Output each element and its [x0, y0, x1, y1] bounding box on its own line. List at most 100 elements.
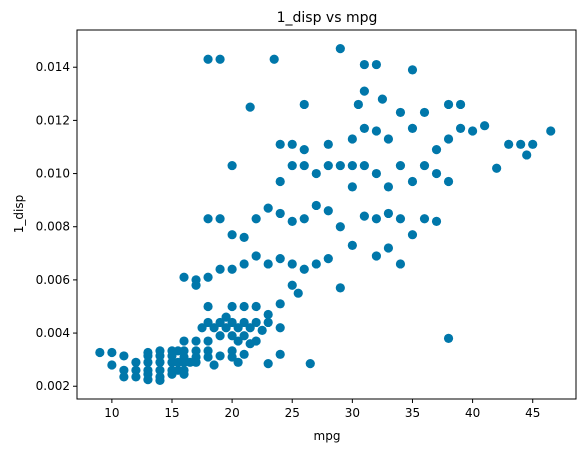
data-point: [407, 123, 418, 133]
x-tick-label: 45: [525, 406, 540, 420]
x-tick-label: 20: [224, 406, 239, 420]
data-point: [215, 331, 225, 341]
data-point: [335, 44, 345, 54]
y-axis: 0.002 0.004 0.006 0.008 0.010 0.012 0.014: [36, 60, 77, 393]
data-point: [251, 301, 261, 312]
data-point: [522, 150, 532, 160]
data-point: [335, 160, 345, 171]
data-point: [155, 375, 165, 385]
data-point: [221, 323, 231, 333]
data-point: [419, 160, 430, 171]
data-point: [251, 317, 261, 328]
data-point: [215, 317, 225, 328]
data-point: [245, 323, 255, 333]
data-points: [95, 44, 556, 385]
data-point: [504, 139, 514, 149]
data-point: [528, 139, 538, 149]
data-point: [245, 102, 255, 112]
data-point: [215, 214, 225, 224]
data-point: [203, 54, 213, 64]
data-point: [299, 160, 309, 171]
y-tick-label: 0.008: [36, 220, 70, 234]
data-point: [407, 230, 418, 240]
data-point: [143, 374, 153, 385]
data-point: [119, 372, 129, 382]
data-point: [287, 280, 297, 290]
data-point: [209, 323, 219, 333]
data-point: [455, 99, 466, 110]
data-point: [299, 264, 309, 274]
data-point: [227, 301, 237, 312]
data-point: [323, 160, 333, 171]
data-point: [275, 139, 285, 149]
data-point: [269, 54, 279, 64]
data-point: [239, 317, 249, 328]
data-point: [215, 54, 225, 64]
data-point: [347, 240, 357, 250]
data-point: [492, 163, 502, 173]
data-point: [197, 323, 207, 333]
data-point: [251, 251, 261, 261]
data-point: [275, 254, 285, 264]
data-point: [407, 65, 418, 75]
data-point: [179, 369, 189, 379]
data-point: [131, 357, 141, 367]
data-point: [251, 336, 261, 346]
data-point: [203, 336, 213, 346]
data-point: [131, 365, 141, 375]
chart-title: 1_disp vs mpg: [277, 10, 378, 26]
data-point: [323, 139, 333, 149]
data-point: [251, 214, 261, 224]
data-point: [239, 349, 249, 359]
data-point: [480, 121, 490, 131]
data-point: [275, 299, 285, 309]
data-point: [443, 333, 454, 343]
data-point: [395, 259, 406, 269]
x-axis: 10 15 20 25 30 35 40 45: [104, 399, 540, 420]
data-point: [359, 86, 369, 96]
data-point: [287, 139, 297, 149]
data-point: [419, 214, 430, 224]
y-axis-label: 1_disp: [12, 195, 26, 233]
data-point: [239, 232, 249, 242]
data-point: [359, 123, 369, 133]
data-point: [167, 351, 177, 361]
data-point: [359, 211, 369, 221]
data-point: [287, 216, 297, 227]
data-point: [443, 99, 454, 110]
data-point: [191, 357, 201, 367]
data-point: [275, 176, 285, 187]
data-point: [107, 360, 117, 370]
data-point: [371, 59, 381, 70]
data-point: [143, 351, 153, 361]
data-point: [287, 160, 297, 171]
data-point: [383, 182, 394, 192]
x-tick-label: 30: [345, 406, 360, 420]
data-point: [371, 126, 381, 136]
data-point: [155, 351, 165, 361]
data-point: [203, 272, 213, 282]
data-point: [516, 139, 526, 149]
data-point: [383, 208, 394, 219]
data-point: [371, 168, 381, 179]
data-point: [299, 145, 309, 155]
data-point: [419, 107, 430, 118]
data-point: [263, 317, 273, 328]
data-point: [311, 200, 321, 211]
data-point: [227, 331, 237, 341]
data-point: [257, 325, 267, 336]
data-point: [431, 216, 442, 227]
data-point: [119, 365, 129, 375]
data-point: [143, 357, 153, 367]
data-point: [263, 309, 273, 320]
data-point: [263, 259, 273, 269]
data-point: [227, 264, 237, 274]
data-point: [347, 134, 357, 144]
data-point: [221, 312, 231, 322]
data-point: [203, 317, 213, 328]
data-point: [191, 336, 201, 346]
y-tick-label: 0.006: [36, 273, 70, 287]
data-point: [215, 264, 225, 274]
data-point: [95, 347, 105, 358]
